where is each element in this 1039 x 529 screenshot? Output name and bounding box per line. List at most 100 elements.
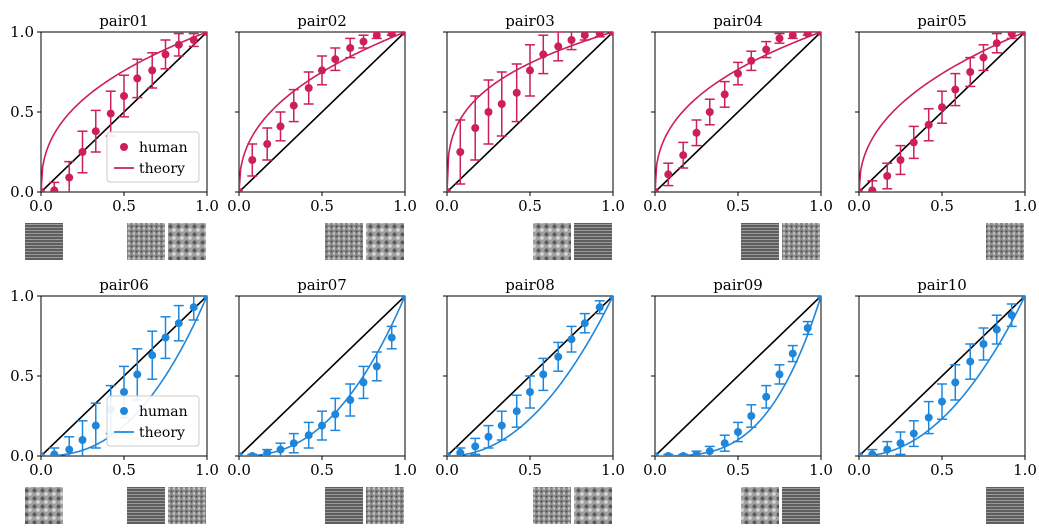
data-point <box>372 362 381 371</box>
data-point <box>966 68 975 76</box>
subplot-pair07: pair07 0.0 0.5 1.0 <box>227 276 417 524</box>
data-point <box>679 151 688 160</box>
subplot-title: pair05 <box>917 12 967 30</box>
plot-area <box>447 296 613 456</box>
data-point <box>554 42 563 51</box>
data-point <box>938 397 946 406</box>
data-point <box>203 32 207 36</box>
data-point <box>497 100 506 108</box>
data-point <box>966 357 975 366</box>
data-point <box>692 128 701 137</box>
legend-label-theory: theory <box>139 161 185 177</box>
data-point <box>133 370 142 379</box>
data-point <box>679 452 688 456</box>
subplot-title: pair04 <box>713 12 763 30</box>
data-point <box>78 148 87 156</box>
subplot-pair01: pair01 0.0 0.5 1.0 0.0 0.5 1.0 human theory <box>10 12 219 260</box>
x-tick-label: 1.0 <box>393 197 417 215</box>
data-point <box>248 452 257 456</box>
texture-thumbnail <box>325 487 363 524</box>
x-tick-label: 0.0 <box>643 197 667 215</box>
legend-marker-human <box>120 143 128 151</box>
data-point <box>497 421 506 430</box>
data-point <box>346 44 355 52</box>
data-point <box>174 40 183 49</box>
data-point <box>318 421 326 430</box>
data-point <box>762 45 771 54</box>
data-point <box>359 378 368 387</box>
subplot-pair02: pair02 0.0 0.5 1.0 <box>227 12 417 260</box>
plot-area <box>239 296 405 456</box>
identity-line <box>655 296 821 456</box>
x-tick-label: 1.0 <box>1013 197 1037 215</box>
data-point <box>951 85 960 94</box>
data-point <box>447 452 451 456</box>
data-point <box>1021 32 1025 36</box>
data-point <box>1007 311 1016 320</box>
x-tick-label: 0.0 <box>847 461 871 479</box>
subplot-pair08: pair08 0.0 0.5 1.0 <box>435 276 625 524</box>
data-point <box>992 39 1001 48</box>
data-point <box>161 333 170 342</box>
data-point <box>331 55 340 64</box>
data-point <box>41 452 45 456</box>
x-tick-label: 1.0 <box>195 197 219 215</box>
x-tick-label: 0.5 <box>726 461 750 479</box>
data-point <box>883 445 892 454</box>
data-point <box>1021 296 1025 300</box>
x-tick-label: 1.0 <box>601 197 625 215</box>
texture-thumbnail <box>741 487 779 524</box>
texture-thumbnail <box>574 487 612 524</box>
x-tick-label: 0.0 <box>435 461 459 479</box>
data-point <box>883 172 892 180</box>
texture-thumbnail <box>168 487 206 524</box>
x-tick-label: 0.0 <box>227 461 251 479</box>
data-point <box>909 429 918 438</box>
data-point <box>692 450 701 456</box>
subplot-pair06: pair06 0.0 0.5 1.0 0.0 0.5 1.0 human theory <box>10 276 219 524</box>
data-point <box>817 32 821 36</box>
legend-box <box>106 131 200 183</box>
data-point <box>331 410 340 419</box>
data-point <box>788 32 797 40</box>
data-point <box>512 407 521 416</box>
data-point <box>938 103 946 112</box>
data-point <box>289 439 298 448</box>
x-tick-label: 0.5 <box>930 461 954 479</box>
texture-thumbnail <box>782 487 820 524</box>
data-point <box>554 352 563 361</box>
data-point <box>655 452 659 456</box>
data-point <box>896 439 905 448</box>
data-point <box>720 439 729 448</box>
texture-thumbnail <box>325 223 363 260</box>
data-point <box>595 32 604 38</box>
texture-thumbnail <box>366 487 404 524</box>
subplot-title: pair06 <box>99 276 149 294</box>
data-point <box>41 188 45 192</box>
legend-label-human: human <box>139 140 188 156</box>
data-point <box>567 335 576 344</box>
y-tick-label: 1.0 <box>10 23 34 41</box>
data-point <box>148 351 157 360</box>
x-tick-label: 0.0 <box>435 197 459 215</box>
data-point <box>387 333 396 342</box>
texture-thumbnail <box>533 487 571 524</box>
data-point <box>817 296 821 300</box>
data-point <box>720 90 729 99</box>
x-tick-label: 0.5 <box>930 197 954 215</box>
data-point <box>346 396 355 404</box>
y-tick-label: 1.0 <box>10 287 34 305</box>
data-point <box>951 378 960 387</box>
subplot-title: pair03 <box>505 12 555 30</box>
texture-thumbnail <box>168 223 206 260</box>
subplot-title: pair08 <box>505 276 555 294</box>
legend-marker-human <box>120 407 128 415</box>
plot-area <box>239 32 405 192</box>
subplot-pair04: pair04 0.0 0.5 1.0 <box>643 12 833 260</box>
data-point <box>276 122 285 131</box>
x-tick-label: 0.5 <box>518 197 542 215</box>
data-point <box>133 74 142 83</box>
x-tick-label: 0.5 <box>726 197 750 215</box>
